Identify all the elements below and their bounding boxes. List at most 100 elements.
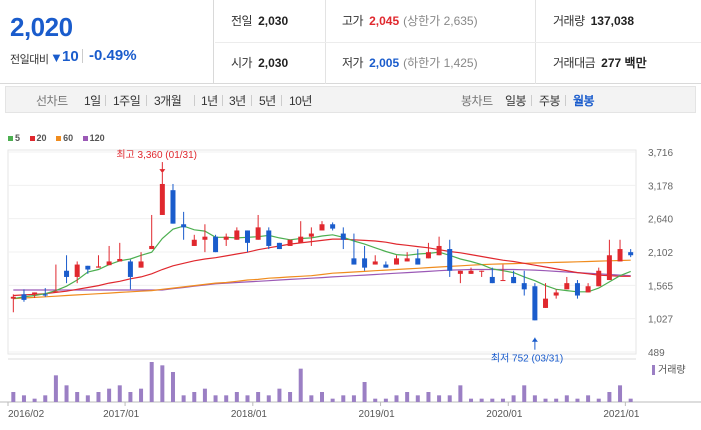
period-1y-button[interactable]: 1년 — [201, 94, 218, 108]
x-tick-label: 2019/01 — [359, 409, 396, 420]
candle-body — [372, 261, 378, 265]
candle-body — [330, 224, 336, 229]
volume-bar — [490, 398, 495, 402]
candle-body — [479, 270, 485, 272]
candle-monthly-button[interactable]: 월봉 — [573, 94, 595, 108]
period-5y-button[interactable]: 5년 — [259, 94, 276, 108]
divider — [82, 49, 83, 63]
candle-body — [127, 261, 133, 277]
volume-bar — [288, 392, 293, 402]
candle-body — [617, 249, 623, 262]
candle-body — [181, 224, 187, 228]
volume-bar — [394, 395, 399, 402]
candle-daily-button[interactable]: 일봉 — [505, 94, 527, 108]
candle-body — [543, 298, 549, 308]
candle-body — [340, 233, 346, 240]
candle-body — [159, 183, 165, 215]
volume-bar — [479, 398, 484, 402]
candle-body — [425, 252, 431, 259]
period-3y-button[interactable]: 3년 — [229, 94, 246, 108]
candle-body — [564, 283, 570, 290]
candle-body — [521, 283, 527, 290]
candlestick-chart: 3,716 3,178 2,640 2,102 1,565 1,027 489 2016/02… — [0, 148, 701, 420]
legend-ma5: 5 — [8, 133, 20, 143]
volume-bar — [383, 398, 388, 402]
candle-body — [500, 280, 506, 282]
divider — [194, 95, 195, 106]
candle-body — [287, 239, 293, 246]
volume-bar — [511, 395, 516, 402]
y-tick-label: 1,565 — [648, 281, 673, 292]
candle-body — [276, 242, 282, 250]
volume-bar — [128, 392, 133, 402]
change-amount: 10 — [62, 48, 79, 65]
down-triangle-icon: ▼ — [50, 50, 63, 65]
volume-bar — [320, 392, 324, 402]
divider — [215, 42, 701, 43]
period-1w-button[interactable]: 1주일 — [113, 94, 141, 108]
volume-bar — [373, 398, 378, 402]
divider — [281, 95, 282, 106]
y-tick-label: 3,178 — [648, 181, 673, 192]
volume-bar — [117, 385, 122, 402]
volume-bar — [564, 395, 569, 402]
candle-body — [149, 245, 155, 250]
divider — [531, 95, 532, 106]
x-tick-label: 2017/01 — [103, 409, 140, 420]
candle-body — [628, 252, 634, 256]
candle-body — [351, 258, 357, 265]
candle-body — [511, 276, 517, 284]
period-1d-button[interactable]: 1일 — [84, 94, 101, 108]
candle-body — [32, 292, 38, 295]
candle-body — [585, 286, 591, 293]
candle-body — [447, 249, 453, 271]
candle-body — [53, 291, 59, 293]
candle-body — [106, 261, 112, 266]
ma5-line — [13, 225, 631, 300]
x-tick-label: 2020/01 — [486, 409, 523, 420]
stat-volume: 거래량 137,038 — [553, 14, 635, 28]
candle-weekly-button[interactable]: 주봉 — [539, 94, 561, 108]
volume-bar — [170, 372, 175, 402]
chart-toolbar: 선차트 1일 1주일 3개월 1년 3년 5년 10년 봉차트 일봉 주봉 월봉 — [5, 86, 696, 113]
volume-bar — [181, 395, 186, 402]
volume-bar — [500, 398, 505, 402]
candle-body — [95, 266, 101, 268]
candle-body — [202, 236, 208, 240]
volume-bar — [11, 392, 16, 402]
x-tick-label: 2018/01 — [231, 409, 268, 420]
volume-bar — [447, 395, 452, 402]
y-tick-label: 1,027 — [648, 315, 673, 326]
change-label: 전일대비 — [10, 54, 49, 66]
divider — [105, 95, 106, 106]
candle-body — [457, 270, 463, 274]
volume-bar — [596, 398, 601, 402]
legend-ma60: 60 — [56, 133, 73, 143]
volume-bar — [405, 392, 410, 402]
volume-bar — [107, 388, 112, 402]
volume-bar — [298, 368, 303, 402]
candle-body — [244, 230, 250, 243]
candle-body — [74, 264, 80, 277]
volume-bar — [554, 398, 559, 402]
candle-body — [10, 296, 16, 299]
period-10y-button[interactable]: 10년 — [289, 94, 312, 108]
volume-bar — [362, 382, 367, 402]
candle-body — [42, 294, 48, 296]
candle-body — [223, 236, 229, 240]
volume-bar — [139, 388, 144, 402]
volume-bar — [522, 385, 527, 402]
volume-bar — [21, 395, 26, 402]
volume-bar — [618, 385, 623, 402]
volume-bar — [43, 395, 48, 402]
price-box: 2,020 전일대비 ▼ 10 -0.49% — [0, 0, 214, 84]
candle-body — [553, 292, 559, 296]
period-3m-button[interactable]: 3개월 — [154, 94, 182, 108]
volume-bar — [469, 398, 474, 402]
volume-bar — [351, 395, 356, 402]
volume-bar — [192, 392, 197, 402]
volume-bar — [426, 392, 431, 402]
candle-body — [596, 270, 602, 287]
volume-bar — [96, 392, 101, 402]
y-tick-label: 2,102 — [648, 248, 673, 259]
